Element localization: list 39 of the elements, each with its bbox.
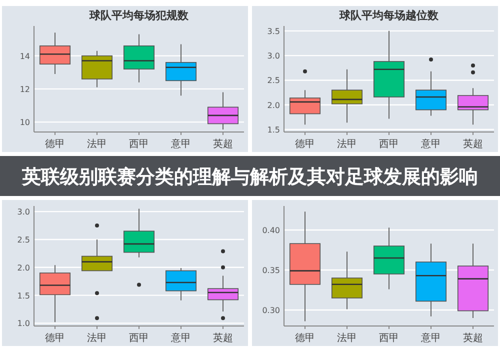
y-tick-label: 1.5 <box>17 291 30 300</box>
chart-title: 球队平均每场越位数 <box>338 9 440 22</box>
x-tick-label: 法甲 <box>337 138 357 150</box>
x-tick-label: 意甲 <box>170 332 191 344</box>
x-tick-label: 意甲 <box>420 138 441 150</box>
x-tick-label: 德甲 <box>45 333 65 344</box>
x-tick-label: 西甲 <box>129 139 149 150</box>
x-tick-label: 西甲 <box>379 333 399 344</box>
x-tick-label: 西甲 <box>129 333 149 344</box>
x-tick-label: 法甲 <box>337 332 357 344</box>
x-tick-label: 德甲 <box>295 333 315 344</box>
x-tick-label: 法甲 <box>87 332 107 344</box>
text: 英联级别联赛分类的理解与解析及其对足球发展的影响 <box>21 166 478 188</box>
x-tick-label: 英超 <box>213 332 233 344</box>
chart-title: 球队平均每场犯规数 <box>88 9 190 22</box>
y-tick-label: 0.40 <box>262 226 280 235</box>
y-tick-label: 2.5 <box>267 76 280 86</box>
x-tick-label: 德甲 <box>295 139 315 150</box>
y-tick-label: 12 <box>20 84 30 94</box>
x-tick-label: 意甲 <box>420 332 441 344</box>
x-tick-label: 英超 <box>213 138 233 150</box>
y-tick-label: 2.0 <box>267 100 280 110</box>
x-tick-label: 英超 <box>463 138 483 150</box>
x-tick-label: 法甲 <box>87 138 107 150</box>
y-tick-label: 1.0 <box>17 319 30 328</box>
y-tick-label: 14 <box>20 52 30 61</box>
y-tick-label: 0.30 <box>262 306 280 315</box>
y-tick-label: 3.0 <box>17 208 30 217</box>
y-tick-label: 1.5 <box>267 126 280 135</box>
y-tick-label: 2.0 <box>17 263 30 272</box>
y-tick-label: 10 <box>20 118 30 128</box>
x-tick-label: 西甲 <box>379 139 399 150</box>
x-tick-label: 英超 <box>463 332 483 344</box>
x-tick-label: 德甲 <box>45 139 65 150</box>
y-tick-label: 2.5 <box>17 235 30 244</box>
y-tick-label: 0.35 <box>262 266 280 275</box>
x-tick-label: 意甲 <box>170 138 191 150</box>
y-tick-label: 3.0 <box>267 52 280 61</box>
y-tick-label: 3.5 <box>267 26 280 36</box>
